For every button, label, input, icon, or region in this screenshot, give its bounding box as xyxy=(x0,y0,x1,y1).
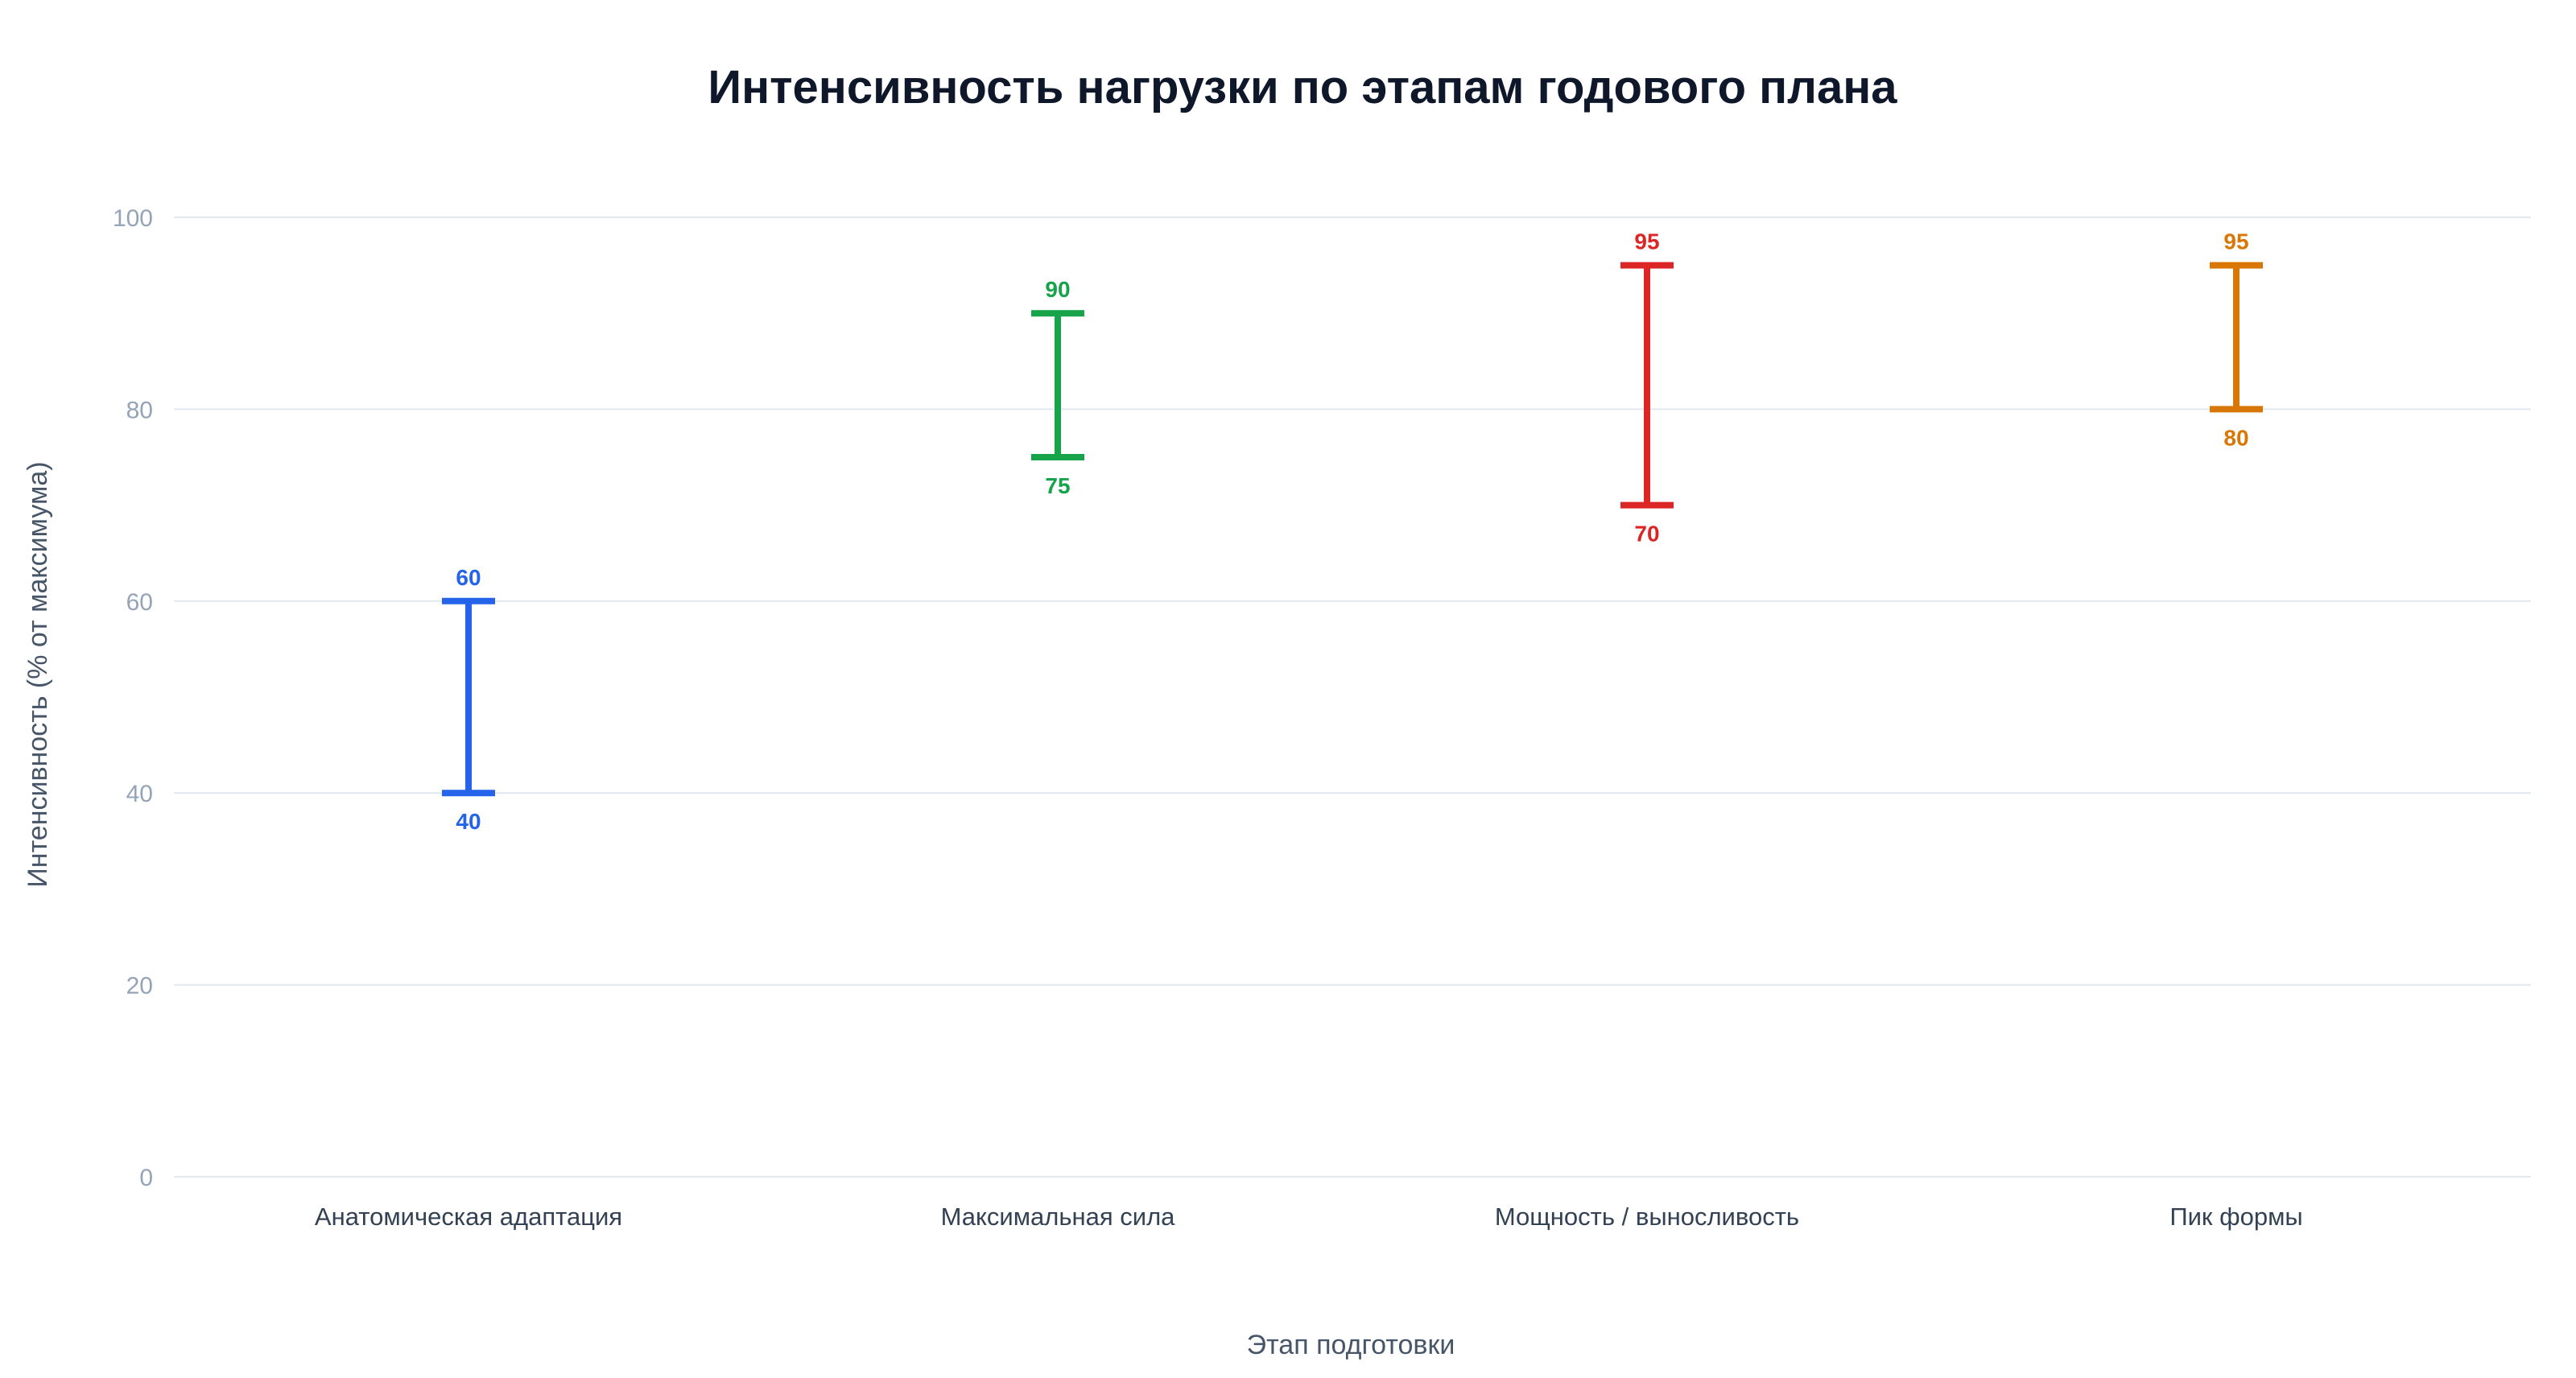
x-tick-label: Пик формы xyxy=(2169,1203,2302,1231)
value-label-high: 90 xyxy=(1045,277,1070,302)
range-mark: 90 75 xyxy=(1031,277,1084,498)
x-axis-ticks: Анатомическая адаптация Максимальная сила… xyxy=(315,1203,2303,1231)
range-mark: 95 80 xyxy=(2210,229,2263,450)
value-label-high: 95 xyxy=(1634,229,1659,254)
value-label-high: 60 xyxy=(456,565,481,590)
x-tick-label: Анатомическая адаптация xyxy=(315,1203,622,1231)
value-label-low: 75 xyxy=(1045,473,1070,498)
chart-title: Интенсивность нагрузки по этапам годовог… xyxy=(708,61,1897,113)
y-tick-label: 100 xyxy=(113,205,153,232)
value-label-low: 80 xyxy=(2223,425,2248,450)
y-tick-label: 60 xyxy=(126,589,153,616)
range-mark: 60 40 xyxy=(442,565,495,834)
range-marks: 60 40 90 75 95 70 95 80 xyxy=(442,229,2263,834)
value-label-low: 40 xyxy=(456,809,481,834)
x-tick-label: Мощность / выносливость xyxy=(1495,1203,1799,1231)
y-tick-label: 20 xyxy=(126,973,153,1000)
y-tick-label: 80 xyxy=(126,397,153,423)
y-axis-ticks: 0 20 40 60 80 100 xyxy=(113,205,153,1191)
y-tick-label: 0 xyxy=(139,1165,153,1191)
range-mark: 95 70 xyxy=(1620,229,1674,547)
x-tick-label: Максимальная сила xyxy=(941,1203,1176,1231)
value-label-low: 70 xyxy=(1634,522,1659,547)
y-axis-title: Интенсивность (% от максимума) xyxy=(23,461,53,887)
grid-layer xyxy=(174,217,2531,1178)
x-axis-title: Этап подготовки xyxy=(1247,1330,1455,1360)
y-tick-label: 40 xyxy=(126,781,153,807)
value-label-high: 95 xyxy=(2223,229,2248,254)
